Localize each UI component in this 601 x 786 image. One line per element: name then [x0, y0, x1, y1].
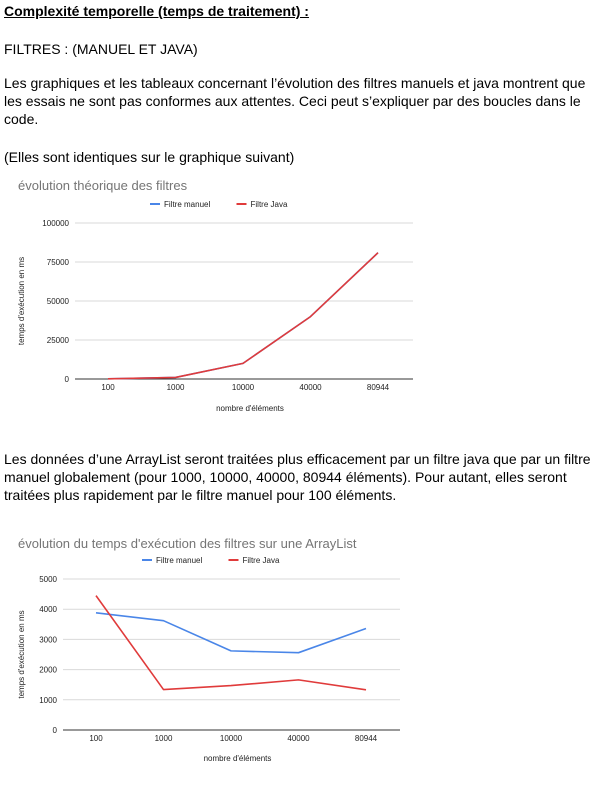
legend-label-1: Filtre Java	[251, 200, 288, 209]
chart-legend: Filtre manuel Filtre Java	[150, 200, 288, 209]
y-tick-label: 50000	[47, 297, 70, 306]
document-heading: Complexité temporelle (temps de traiteme…	[4, 3, 309, 19]
y-tick-label: 75000	[47, 258, 70, 267]
series-line-1	[107, 252, 379, 380]
x-tick-label: 1000	[167, 383, 185, 392]
chart-title: évolution théorique des filtres	[18, 178, 188, 193]
chart-arraylist-svg: évolution du temps d'exécution des filtr…	[17, 536, 400, 763]
y-tick-label: 3000	[39, 635, 57, 644]
chart-arraylist: évolution du temps d'exécution des filtr…	[0, 528, 601, 778]
legend-label-0: Filtre manuel	[156, 556, 202, 565]
x-axis-label: nombre d'éléments	[204, 754, 272, 763]
legend-label-0: Filtre manuel	[164, 200, 210, 209]
series-line-0	[107, 252, 379, 380]
y-tick-label: 100000	[42, 219, 69, 228]
x-tick-label: 40000	[299, 383, 322, 392]
x-axis-label: nombre d'éléments	[216, 404, 284, 413]
y-tick-label: 0	[65, 375, 70, 384]
paragraph-arraylist: Les données d’une ArrayList seront trait…	[4, 451, 591, 503]
paragraph-intro: Les graphiques et les tableaux concernan…	[4, 75, 586, 127]
x-tick-label: 100	[89, 734, 103, 743]
y-tick-label: 1000	[39, 696, 57, 705]
chart-theoretical-svg: évolution théorique des filtres Filtre ma…	[17, 178, 413, 413]
x-tick-label: 80944	[367, 383, 390, 392]
chart-theoretical: évolution théorique des filtres Filtre ma…	[0, 170, 601, 420]
y-axis-label: temps d'exécution en ms	[17, 610, 26, 698]
paragraph-note: (Elles sont identiques sur le graphique …	[4, 149, 295, 165]
y-tick-label: 0	[53, 726, 58, 735]
y-tick-label: 2000	[39, 666, 57, 675]
series-line-1	[95, 595, 367, 691]
section-title: FILTRES : (MANUEL ET JAVA)	[4, 41, 198, 57]
x-tick-label: 40000	[287, 734, 310, 743]
y-tick-label: 4000	[39, 605, 57, 614]
y-tick-label: 25000	[47, 336, 70, 345]
x-tick-label: 10000	[220, 734, 243, 743]
chart-title: évolution du temps d'exécution des filtr…	[18, 536, 357, 551]
chart-legend: Filtre manuel Filtre Java	[142, 556, 280, 565]
x-tick-label: 100	[101, 383, 115, 392]
series-line-0	[95, 612, 367, 654]
y-tick-label: 5000	[39, 575, 57, 584]
x-tick-label: 1000	[155, 734, 173, 743]
y-axis-label: temps d'exécution en ms	[17, 257, 26, 345]
x-tick-label: 10000	[232, 383, 255, 392]
x-tick-label: 80944	[355, 734, 378, 743]
legend-label-1: Filtre Java	[243, 556, 280, 565]
